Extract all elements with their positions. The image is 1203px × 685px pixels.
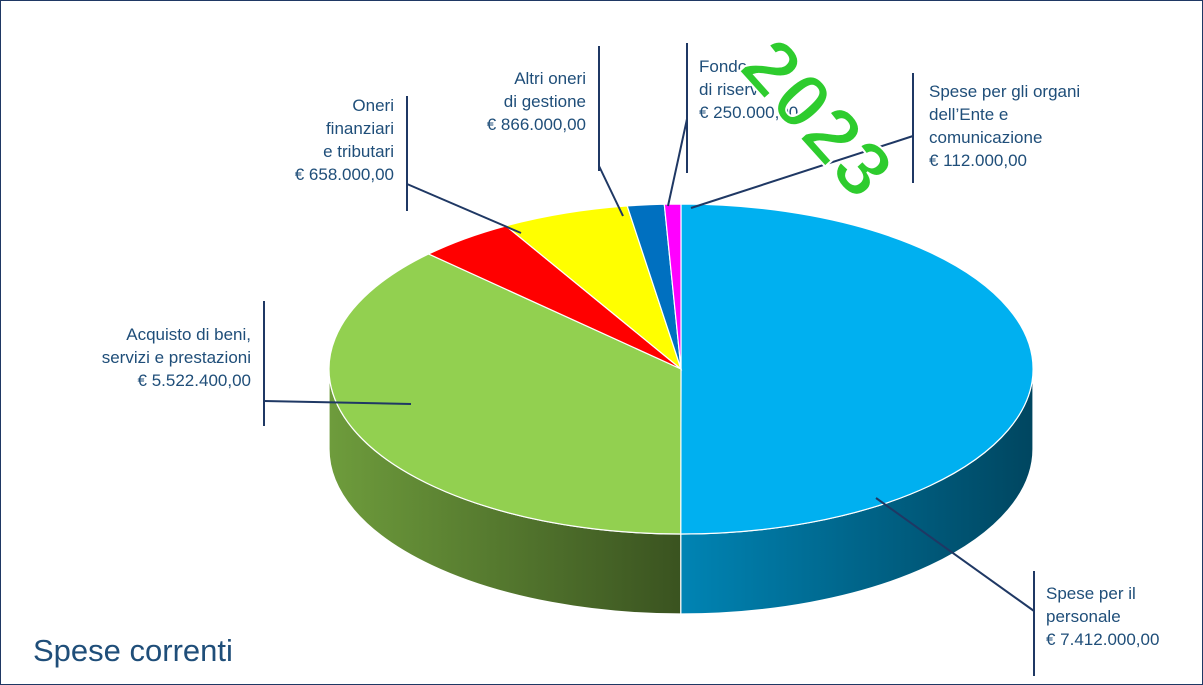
data-label: Spese per gli organi dell’Ente e comunic…	[929, 80, 1080, 172]
leader-line	[598, 165, 624, 217]
value-label: € 866.000,00	[486, 115, 586, 134]
data-label: Altri oneri di gestione € 866.000,00	[487, 67, 586, 136]
data-label: Spese per il personale € 7.412.000,00	[1046, 582, 1159, 651]
category-label: Fondo di riserva	[699, 57, 768, 99]
category-label: Spese per gli organi dell’Ente e comunic…	[929, 82, 1081, 147]
leader-line	[406, 183, 522, 234]
slice	[328, 253, 682, 535]
category-label: Acquisto di beni, servizi e prestazioni	[101, 325, 251, 367]
chart-title: Spese correnti	[33, 633, 233, 668]
data-label: Oneri finanziari e tributari € 658.000,00	[295, 94, 394, 186]
data-label: Fondo di riserva € 250.000,00	[699, 55, 798, 124]
category-label: Spese per il personale	[1046, 584, 1136, 626]
leader-line	[263, 400, 412, 405]
value-label: € 7.412.000,00	[1046, 630, 1160, 649]
category-label: Altri oneri di gestione	[503, 69, 586, 111]
value-label: € 658.000,00	[294, 165, 394, 184]
leader-line	[875, 497, 1035, 612]
value-label: € 5.522.400,00	[137, 371, 251, 390]
leader-line	[667, 118, 688, 207]
slice	[680, 203, 1034, 535]
value-label: € 112.000,00	[929, 151, 1027, 170]
data-label: Acquisto di beni, servizi e prestazioni €…	[102, 323, 251, 392]
category-label: Oneri finanziari e tributari	[323, 96, 394, 161]
slice	[504, 205, 683, 371]
leader-line	[690, 135, 914, 209]
slice	[663, 203, 682, 370]
value-label: € 250.000,00	[699, 103, 799, 122]
